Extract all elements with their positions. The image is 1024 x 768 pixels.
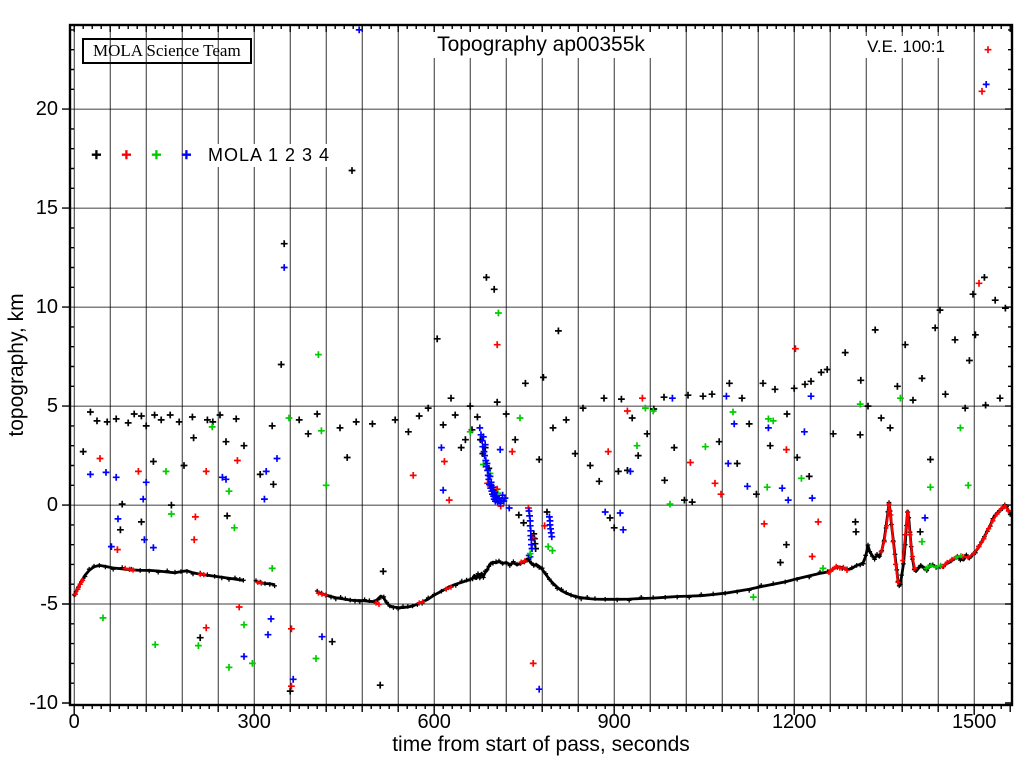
y-tick-label: 10 <box>35 296 58 319</box>
track-overlay <box>880 503 900 583</box>
track-overlay-markers <box>315 590 329 598</box>
gridlines <box>70 25 1012 705</box>
track-overlay-markers <box>197 571 207 578</box>
y-tick-label: 5 <box>46 395 58 418</box>
track-overlay-markers <box>525 552 534 560</box>
x-tick-label: 0 <box>68 711 80 733</box>
track-overlay-markers <box>878 501 901 585</box>
track-overlay-markers <box>900 509 918 571</box>
x-tick-label: 1200 <box>771 711 817 733</box>
legend-marker-icon <box>181 150 191 160</box>
scatter-mola-2 <box>96 46 992 690</box>
track-overlay-markers <box>122 565 136 573</box>
track-overlay-markers <box>939 503 1011 569</box>
track-overlay-markers <box>255 579 264 586</box>
mola-science-team-box: MOLA Science Team <box>82 38 252 64</box>
scatter-mola-3 <box>99 309 972 671</box>
track-overlay-markers <box>416 599 426 606</box>
track-overlay <box>74 579 84 595</box>
y-tick-label: -5 <box>40 593 58 616</box>
track-overlay-markers <box>443 584 454 592</box>
x-tick-label: 1500 <box>951 711 997 733</box>
track-overlay-markers <box>373 600 382 607</box>
track-overlay-markers <box>923 562 944 571</box>
track-overlay-markers <box>826 563 850 575</box>
x-axis-title: time from start of pass, seconds <box>392 733 690 756</box>
chart-title: Topography ap00355k <box>423 32 659 58</box>
track-overlay-markers <box>72 577 86 597</box>
x-tick-label: 600 <box>417 711 451 733</box>
y-tick-label: 15 <box>35 197 58 220</box>
vertical-exaggeration-label: V.E. 100:1 <box>859 36 953 58</box>
axis-ticks <box>62 25 1012 715</box>
x-tick-label: 900 <box>597 711 631 733</box>
legend-marker-icon <box>151 150 161 160</box>
track-overlay <box>925 564 942 570</box>
legend-marker-icon <box>121 150 131 160</box>
track-overlay-markers <box>518 558 528 565</box>
plot-border <box>68 23 1014 707</box>
y-tick-label: -10 <box>29 692 58 715</box>
y-tick-label: 20 <box>35 98 58 121</box>
track-overlay-markers <box>953 553 964 561</box>
ground-track-segment <box>72 564 244 597</box>
legend-label: MOLA 1 2 3 4 <box>203 144 336 167</box>
y-tick-label: 0 <box>46 494 58 517</box>
x-tick-label: 300 <box>237 711 271 733</box>
scatter-mola-4 <box>87 26 990 693</box>
ground-track-markers <box>71 563 246 598</box>
legend-marker-icon <box>91 150 101 160</box>
scatter-mola-1 <box>79 167 1009 695</box>
